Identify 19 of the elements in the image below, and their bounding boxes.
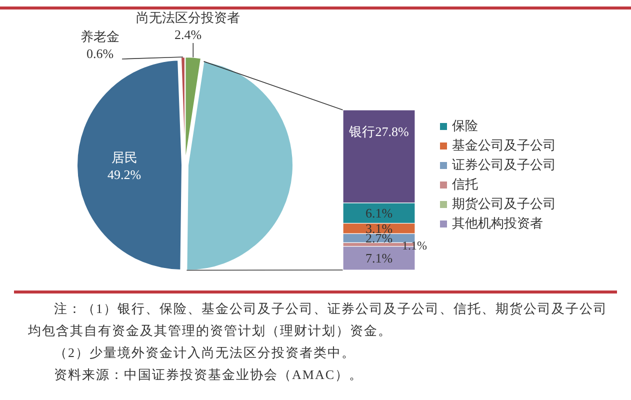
data-label: 49.2% — [107, 166, 142, 182]
legend-label: 证券公司及子公司 — [452, 157, 556, 172]
text: 资料来源：中国证券投资基金业协会（AMAC）。 — [53, 366, 364, 384]
legend-label: 期货公司及子公司 — [452, 196, 556, 211]
slice-label: 养老金 — [80, 29, 120, 44]
legend-label: 其他机构投资者 — [452, 216, 543, 230]
data-label: 6.1% — [365, 206, 393, 221]
data-label: 2.4% — [174, 27, 202, 42]
data-label: 1.1% — [402, 238, 427, 252]
slice-label: 居民 — [111, 150, 138, 165]
data-label: 0.6% — [86, 46, 114, 61]
text: 注：（1）银行、保险、基金公司及子公司、证券公司及子公司、信托、期货公司及子公司均包含其自有资金及其管理的资管计划（理财计划）资金。 — [28, 300, 608, 340]
legend-label: 基金公司及子公司 — [452, 138, 556, 152]
legend-label: 信托 — [452, 176, 478, 192]
data-label: 7.1% — [365, 250, 393, 266]
text: （2）少量境外资金计入尚无法区分投资者类中。 — [53, 344, 356, 362]
legend-label: 保险 — [452, 118, 478, 133]
data-label: 银行27.8% — [348, 124, 409, 139]
slice-label: 尚无法区分投资者 — [136, 10, 240, 25]
